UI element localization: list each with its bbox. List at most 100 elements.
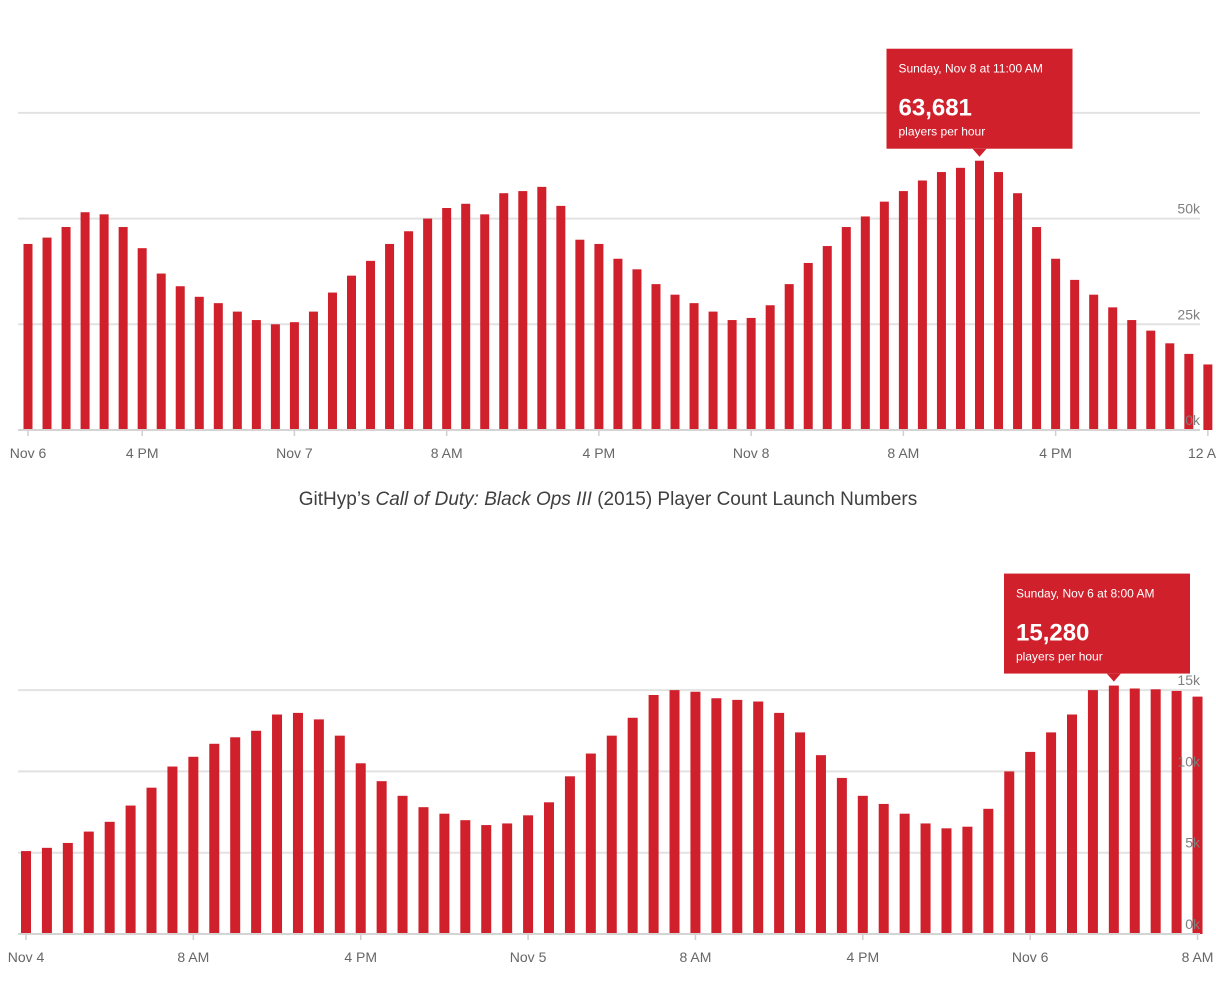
top-bar-42[interactable] [822,246,832,430]
bottom-bar-14[interactable] [313,719,324,934]
top-bar-57[interactable] [1108,307,1118,430]
bottom-bar-35[interactable] [753,701,764,934]
bottom-bar-54[interactable] [1150,689,1161,934]
top-bar-53[interactable] [1032,227,1042,430]
bottom-bar-26[interactable] [564,776,575,934]
bottom-bar-43[interactable] [920,823,931,934]
top-bar-32[interactable] [632,269,642,430]
bottom-bar-2[interactable] [62,842,73,934]
bottom-bar-45[interactable] [962,826,973,934]
top-bar-22[interactable] [442,208,452,430]
top-bar-0[interactable] [23,243,33,430]
top-bar-35[interactable] [689,303,699,430]
top-bar-17[interactable] [347,275,357,430]
bottom-bar-46[interactable] [983,808,994,934]
top-bar-60[interactable] [1165,343,1175,430]
bottom-bar-9[interactable] [209,743,220,934]
top-bar-19[interactable] [385,243,395,430]
top-bar-21[interactable] [423,218,433,430]
top-bar-14[interactable] [289,322,299,430]
top-bar-52[interactable] [1013,193,1023,430]
top-bar-44[interactable] [860,216,870,430]
top-bar-56[interactable] [1089,294,1099,430]
bottom-bar-3[interactable] [83,831,94,934]
bottom-bar-4[interactable] [104,821,115,934]
top-bar-41[interactable] [803,262,813,430]
bottom-bar-19[interactable] [418,807,429,934]
top-bar-24[interactable] [480,214,490,430]
top-bar-45[interactable] [879,201,889,430]
bottom-bar-56[interactable] [1192,696,1203,934]
top-bar-6[interactable] [137,248,147,430]
bottom-bar-47[interactable] [1004,771,1015,934]
top-bar-55[interactable] [1070,279,1080,430]
top-bar-28[interactable] [556,205,566,430]
top-bar-61[interactable] [1184,353,1194,430]
bottom-bar-33[interactable] [711,698,722,934]
top-bar-59[interactable] [1146,330,1156,430]
bottom-bar-38[interactable] [815,755,826,934]
bottom-bar-53[interactable] [1129,688,1140,934]
top-bar-18[interactable] [366,260,376,430]
bottom-bar-10[interactable] [230,737,241,934]
top-bar-9[interactable] [194,296,204,430]
bottom-bar-22[interactable] [481,825,492,934]
top-bar-13[interactable] [270,324,280,430]
top-bar-34[interactable] [670,294,680,430]
bottom-bar-18[interactable] [397,795,408,934]
top-bar-50[interactable] [975,160,984,430]
bottom-bar-31[interactable] [669,690,680,934]
bottom-bar-50[interactable] [1067,714,1077,934]
top-bar-12[interactable] [251,320,261,430]
top-bar-4[interactable] [99,214,109,430]
top-bar-31[interactable] [613,258,623,430]
top-bar-49[interactable] [955,167,965,431]
bottom-bar-27[interactable] [585,753,596,934]
bottom-bar-12[interactable] [272,714,283,934]
top-bar-47[interactable] [917,180,927,430]
bottom-bar-17[interactable] [376,781,387,934]
top-bar-36[interactable] [708,311,718,430]
top-bar-20[interactable] [404,231,414,430]
top-bar-16[interactable] [327,292,337,430]
top-bar-30[interactable] [594,243,604,430]
top-bar-5[interactable] [118,227,128,430]
bottom-bar-23[interactable] [502,823,513,934]
top-bar-26[interactable] [518,191,528,430]
top-bar-38[interactable] [746,317,756,430]
top-bar-43[interactable] [841,227,851,430]
top-bar-33[interactable] [651,284,661,430]
top-bar-58[interactable] [1127,320,1137,430]
bottom-bar-15[interactable] [334,735,345,934]
bottom-bar-11[interactable] [251,730,262,934]
top-bar-10[interactable] [213,303,223,430]
bottom-bar-44[interactable] [941,828,952,934]
bottom-bar-6[interactable] [146,787,157,934]
bottom-bar-8[interactable] [188,756,199,934]
bottom-bar-52[interactable] [1108,685,1119,934]
bottom-bar-0[interactable] [21,851,31,934]
bottom-bar-16[interactable] [355,763,366,934]
bottom-bar-7[interactable] [167,766,178,934]
top-bar-51[interactable] [994,172,1004,431]
bottom-bar-24[interactable] [523,815,534,934]
bottom-bar-29[interactable] [627,717,638,934]
bottom-bar-39[interactable] [836,777,847,934]
bottom-bar-20[interactable] [439,813,450,934]
top-bar-8[interactable] [175,286,185,430]
top-bar-3[interactable] [80,212,90,430]
top-bar-15[interactable] [308,311,318,430]
bottom-bar-37[interactable] [795,732,806,934]
top-bar-46[interactable] [898,191,908,430]
bottom-bar-21[interactable] [460,820,471,934]
bottom-bar-13[interactable] [292,712,303,934]
top-bar-48[interactable] [936,172,946,431]
bottom-bar-1[interactable] [41,847,52,934]
bottom-bar-32[interactable] [690,691,701,934]
bottom-bar-34[interactable] [732,699,743,934]
top-bar-1[interactable] [42,237,52,430]
bottom-bar-36[interactable] [774,712,785,934]
bottom-bar-25[interactable] [544,802,554,934]
top-bar-2[interactable] [61,227,71,430]
bottom-bar-48[interactable] [1025,751,1036,934]
